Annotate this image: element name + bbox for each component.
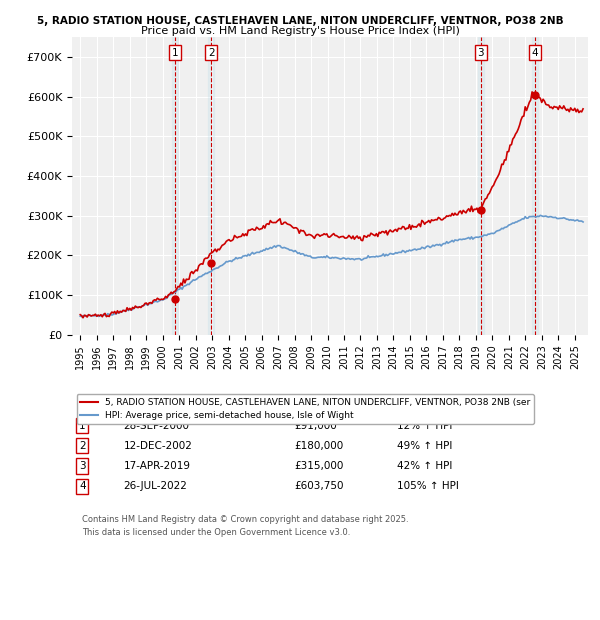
Text: £315,000: £315,000 bbox=[294, 461, 343, 471]
Text: £603,750: £603,750 bbox=[294, 481, 343, 491]
Text: 105% ↑ HPI: 105% ↑ HPI bbox=[397, 481, 459, 491]
Text: 26-JUL-2022: 26-JUL-2022 bbox=[124, 481, 187, 491]
Text: Price paid vs. HM Land Registry's House Price Index (HPI): Price paid vs. HM Land Registry's House … bbox=[140, 26, 460, 36]
Bar bbox=[172, 37, 178, 335]
Text: 28-SEP-2000: 28-SEP-2000 bbox=[124, 420, 190, 430]
Text: 12% ↑ HPI: 12% ↑ HPI bbox=[397, 420, 452, 430]
Text: 5, RADIO STATION HOUSE, CASTLEHAVEN LANE, NITON UNDERCLIFF, VENTNOR, PO38 2NB: 5, RADIO STATION HOUSE, CASTLEHAVEN LANE… bbox=[37, 16, 563, 25]
Text: £180,000: £180,000 bbox=[294, 441, 343, 451]
Text: Contains HM Land Registry data © Crown copyright and database right 2025.: Contains HM Land Registry data © Crown c… bbox=[82, 515, 409, 525]
Bar bbox=[532, 37, 538, 335]
Bar bbox=[208, 37, 214, 335]
Text: 3: 3 bbox=[478, 48, 484, 58]
Text: 4: 4 bbox=[79, 481, 86, 491]
Text: 1: 1 bbox=[172, 48, 178, 58]
Legend: 5, RADIO STATION HOUSE, CASTLEHAVEN LANE, NITON UNDERCLIFF, VENTNOR, PO38 2NB (s: 5, RADIO STATION HOUSE, CASTLEHAVEN LANE… bbox=[77, 394, 534, 424]
Text: 1: 1 bbox=[79, 420, 86, 430]
Text: 2: 2 bbox=[208, 48, 215, 58]
Bar bbox=[478, 37, 484, 335]
Text: This data is licensed under the Open Government Licence v3.0.: This data is licensed under the Open Gov… bbox=[82, 528, 350, 537]
Text: 3: 3 bbox=[79, 461, 86, 471]
Text: 17-APR-2019: 17-APR-2019 bbox=[124, 461, 191, 471]
Text: 12-DEC-2002: 12-DEC-2002 bbox=[124, 441, 193, 451]
Text: £91,000: £91,000 bbox=[294, 420, 337, 430]
Text: 49% ↑ HPI: 49% ↑ HPI bbox=[397, 441, 452, 451]
Text: 42% ↑ HPI: 42% ↑ HPI bbox=[397, 461, 452, 471]
Text: 2: 2 bbox=[79, 441, 86, 451]
Text: 4: 4 bbox=[531, 48, 538, 58]
